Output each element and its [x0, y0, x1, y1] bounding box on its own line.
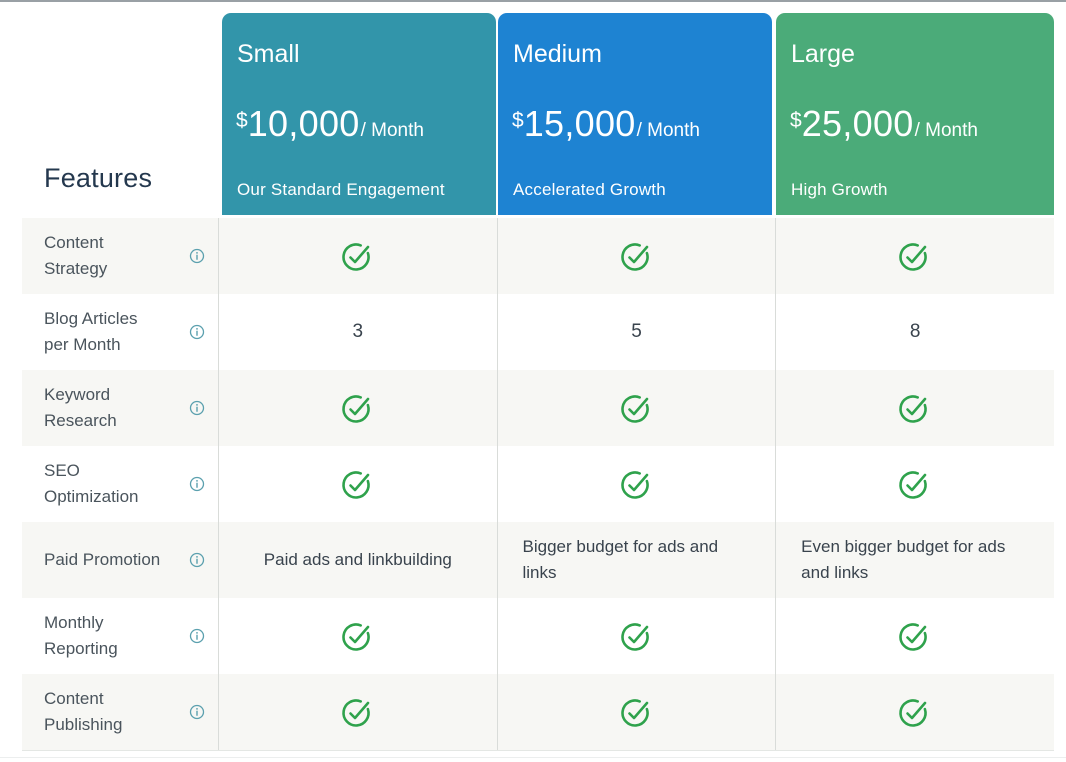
price-period: / Month — [636, 120, 700, 141]
plan-value-cell: 8 — [775, 294, 1054, 370]
feature-cell: SEO Optimization — [22, 446, 218, 522]
plan-tagline: Our Standard Engagement — [237, 180, 445, 199]
info-icon[interactable] — [189, 476, 205, 492]
plan-value-cell — [775, 446, 1054, 522]
check-circle-icon — [620, 620, 654, 652]
plan-value: Even bigger budget for ads and links — [801, 537, 1006, 582]
check-circle-icon — [341, 240, 375, 272]
bottom-divider — [0, 757, 1066, 758]
plan-value: Paid ads and linkbuilding — [263, 550, 452, 569]
feature-row: SEO Optimization — [22, 446, 1054, 522]
info-icon[interactable] — [189, 704, 205, 720]
check-circle-icon — [898, 696, 932, 728]
info-icon[interactable] — [189, 248, 205, 264]
info-icon[interactable] — [189, 628, 205, 644]
feature-cell: Content Publishing — [22, 674, 218, 750]
feature-cell: Paid Promotion — [22, 522, 218, 598]
feature-row: Blog Articles per Month 3 5 8 — [22, 294, 1054, 370]
plan-value-cell — [496, 674, 776, 750]
plan-value-cell — [218, 370, 497, 446]
plan-price: $25,000/ Month — [790, 103, 978, 145]
currency-symbol: $ — [512, 109, 524, 132]
plan-tagline: High Growth — [791, 180, 888, 199]
plan-card-small: Small $10,000/ Month Our Standard Engage… — [222, 13, 496, 215]
plan-value-cell — [496, 218, 776, 294]
plan-value: 8 — [909, 321, 921, 342]
plan-tagline: Accelerated Growth — [513, 180, 666, 199]
feature-row: Paid Promotion Paid ads and linkbuilding B… — [22, 522, 1054, 598]
info-icon[interactable] — [189, 552, 205, 568]
plan-value: 5 — [631, 321, 642, 342]
plan-value-cell — [775, 598, 1054, 674]
info-icon[interactable] — [189, 324, 205, 340]
plan-value-cell — [218, 446, 497, 522]
check-circle-icon — [898, 392, 932, 424]
feature-label: Content Publishing — [44, 689, 123, 734]
plan-price: $10,000/ Month — [236, 103, 424, 145]
plan-value-cell — [218, 218, 497, 294]
plan-value: Bigger budget for ads and links — [522, 537, 719, 582]
feature-row: Monthly Reporting — [22, 598, 1054, 674]
top-divider — [0, 0, 1066, 2]
plan-name: Large — [791, 40, 855, 68]
feature-cell: Blog Articles per Month — [22, 294, 218, 370]
feature-rows: Content Strategy Blog Articles per Month 3… — [22, 218, 1054, 751]
plan-value-cell — [496, 370, 776, 446]
check-circle-icon — [341, 696, 375, 728]
check-circle-icon — [898, 620, 932, 652]
plan-price: $15,000/ Month — [512, 103, 700, 145]
plan-value-cell — [218, 598, 497, 674]
feature-cell: Content Strategy — [22, 218, 218, 294]
plan-value-cell — [496, 598, 776, 674]
plan-value-cell: Even bigger budget for ads and links — [775, 522, 1054, 598]
feature-label: SEO Optimization — [44, 461, 139, 506]
price-period: / Month — [360, 120, 424, 141]
check-circle-icon — [341, 620, 375, 652]
plan-name: Small — [237, 40, 300, 68]
plan-name: Medium — [513, 40, 602, 68]
info-icon[interactable] — [189, 400, 205, 416]
check-circle-icon — [341, 392, 375, 424]
feature-row: Keyword Research — [22, 370, 1054, 446]
price-amount: 10,000 — [247, 103, 360, 144]
plan-value-cell — [775, 674, 1054, 750]
plan-value-cell: 5 — [496, 294, 776, 370]
check-circle-icon — [620, 696, 654, 728]
feature-label: Paid Promotion — [44, 550, 161, 569]
plan-value-cell — [775, 370, 1054, 446]
plan-card-medium: Medium $15,000/ Month Accelerated Growth — [498, 13, 772, 215]
plan-value: 3 — [352, 321, 364, 342]
feature-label: Content Strategy — [44, 233, 108, 278]
check-circle-icon — [898, 468, 932, 500]
check-circle-icon — [341, 468, 375, 500]
plan-value-cell — [218, 674, 497, 750]
features-heading: Features — [44, 163, 153, 193]
plan-value-cell — [775, 218, 1054, 294]
check-circle-icon — [898, 240, 932, 272]
plan-value-cell — [496, 446, 776, 522]
price-period: / Month — [914, 120, 978, 141]
feature-label: Blog Articles per Month — [44, 309, 138, 354]
feature-row: Content Publishing — [22, 674, 1054, 751]
currency-symbol: $ — [236, 109, 248, 132]
currency-symbol: $ — [790, 109, 802, 132]
check-circle-icon — [620, 240, 654, 272]
price-amount: 15,000 — [523, 103, 636, 144]
check-circle-icon — [620, 392, 654, 424]
plan-card-large: Large $25,000/ Month High Growth — [776, 13, 1054, 215]
plan-value-cell: Paid ads and linkbuilding — [218, 522, 497, 598]
check-circle-icon — [620, 468, 654, 500]
feature-label: Monthly Reporting — [44, 613, 118, 658]
feature-cell: Keyword Research — [22, 370, 218, 446]
price-amount: 25,000 — [801, 103, 914, 144]
plan-value-cell: 3 — [218, 294, 497, 370]
plan-value-cell: Bigger budget for ads and links — [496, 522, 776, 598]
feature-row: Content Strategy — [22, 218, 1054, 294]
feature-cell: Monthly Reporting — [22, 598, 218, 674]
feature-label: Keyword Research — [44, 385, 117, 430]
